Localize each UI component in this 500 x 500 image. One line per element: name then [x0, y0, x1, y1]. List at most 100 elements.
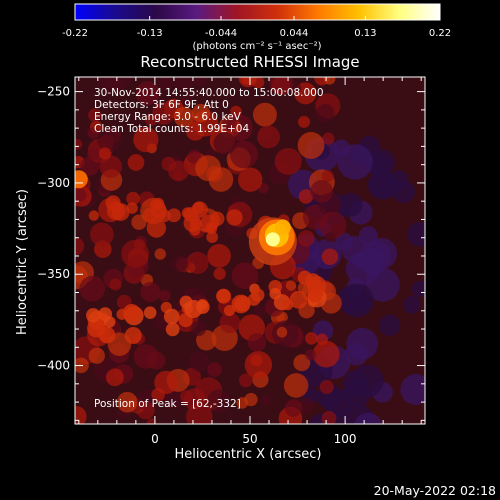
- heatmap-blob: [150, 199, 161, 210]
- colorbar-tick-label: 0.22: [429, 28, 451, 39]
- heatmap-blob: [72, 139, 83, 150]
- heatmap-blob: [392, 180, 415, 203]
- heatmap-blob: [320, 380, 334, 394]
- annotation-detectors: Detectors: 3F 6F 9F, Att 0: [94, 99, 229, 111]
- heatmap-blob: [89, 348, 105, 364]
- heatmap-blob: [189, 351, 209, 371]
- heatmap-blob: [90, 223, 114, 247]
- colorbar-tick-label: -0.13: [137, 28, 163, 39]
- colorbar: -0.22 -0.13 -0.044 0.044 0.13 0.22 (photons c…: [62, 4, 451, 52]
- heatmap-blob: [354, 413, 383, 442]
- heatmap-blob: [407, 222, 432, 247]
- heatmap-blob: [325, 232, 335, 242]
- heatmap-blob: [290, 291, 308, 309]
- heatmap-blob: [266, 232, 280, 246]
- heatmap-blob: [196, 300, 210, 314]
- heatmap-blob: [217, 289, 231, 303]
- heatmap-blob: [298, 132, 325, 159]
- heatmap-blob: [194, 74, 207, 87]
- heatmap-blob: [140, 282, 160, 302]
- heatmap-blob: [340, 283, 374, 317]
- colorbar-strip: [75, 4, 440, 20]
- heatmap-blob: [346, 328, 378, 360]
- chart-title: Reconstructed RHESSI Image: [140, 53, 359, 71]
- annotation-time-range: 30-Nov-2014 14:55:40.000 to 15:00:08.000: [94, 87, 324, 99]
- heatmap-blob: [275, 219, 291, 235]
- heatmap-blob: [346, 252, 380, 286]
- heatmap-blob: [207, 244, 231, 268]
- heatmap-blob: [104, 316, 116, 328]
- annotation-clean-counts: Clean Total counts: 1.99E+04: [94, 123, 249, 135]
- heatmap-blob: [285, 399, 302, 416]
- heatmap-blob: [298, 116, 310, 128]
- heatmap-blob: [167, 208, 181, 222]
- heatmap-blob: [168, 161, 189, 182]
- heatmap-blob: [368, 170, 398, 200]
- heatmap-blob: [79, 276, 105, 302]
- heatmap-blob: [339, 193, 363, 217]
- heatmap-blob: [195, 155, 221, 181]
- heatmap-blob: [70, 170, 88, 188]
- heatmap-blob: [159, 290, 171, 302]
- heatmap-blob: [253, 103, 277, 127]
- heatmap-blob: [379, 315, 400, 336]
- heatmap-blob: [239, 69, 258, 88]
- heatmap-blob: [226, 209, 242, 225]
- heatmap-blob: [134, 344, 159, 369]
- heatmap-blob: [257, 125, 280, 148]
- heatmap-blob: [275, 148, 302, 175]
- heatmap-blob: [107, 202, 125, 220]
- heatmap-blob: [284, 373, 309, 398]
- x-axis-label: Heliocentric X (arcsec): [175, 447, 322, 462]
- colorbar-units: (photons cm⁻² s⁻¹ asec⁻²): [192, 41, 321, 52]
- heatmap-blob: [403, 296, 421, 314]
- colorbar-tick-label: 0.044: [280, 28, 309, 39]
- heatmap-blob: [250, 354, 262, 366]
- heatmap-blob: [313, 341, 340, 368]
- heatmap-blob: [109, 279, 121, 291]
- heatmap-blob: [305, 332, 318, 345]
- heatmap-blob: [87, 148, 100, 161]
- heatmap-blob: [260, 395, 271, 406]
- heatmap-blob: [128, 154, 145, 171]
- heatmap-blob: [308, 288, 323, 303]
- heatmap-blob: [333, 139, 350, 156]
- colorbar-tick-label: 0.13: [354, 28, 376, 39]
- heatmap-blob: [89, 210, 99, 220]
- heatmap-blob: [190, 225, 201, 236]
- heatmap-blob: [254, 305, 265, 316]
- heatmap-blob: [164, 309, 180, 325]
- heatmap-blob: [324, 73, 336, 85]
- colorbar-tick-label: -0.22: [62, 28, 88, 39]
- heatmap-blob: [99, 327, 116, 344]
- heatmap-blob: [191, 321, 206, 336]
- heatmap-blob: [322, 248, 339, 265]
- heatmap-blob: [269, 288, 281, 300]
- heatmap-blob: [351, 364, 384, 397]
- heatmap-blob: [126, 202, 137, 213]
- heatmap-blob: [210, 211, 224, 225]
- heatmap-blob: [144, 306, 157, 319]
- heatmap-blob: [298, 230, 315, 247]
- heatmap-blob: [305, 349, 316, 360]
- colorbar-tick-label: -0.044: [205, 28, 237, 39]
- heatmap-blob: [412, 281, 429, 298]
- heatmap-blob: [214, 132, 237, 155]
- annotation-energy-range: Energy Range: 3.0 - 6.0 keV: [94, 111, 242, 123]
- heatmap-blob: [155, 248, 166, 259]
- heatmap-blob: [316, 104, 335, 123]
- heatmap-blob: [86, 308, 100, 322]
- heatmap-blob: [248, 333, 267, 352]
- heatmap-blob: [214, 268, 226, 280]
- heatmap-blob: [172, 255, 189, 272]
- y-tick-label: −300: [37, 176, 70, 190]
- heatmap-blob: [180, 296, 193, 309]
- heatmap-blob: [316, 334, 328, 346]
- x-tick-label: 50: [242, 432, 257, 446]
- y-tick-label: −350: [37, 267, 70, 281]
- heatmap-blob: [121, 240, 149, 268]
- heatmap-blob: [298, 271, 312, 285]
- y-tick-label: −400: [37, 359, 70, 373]
- heatmap-blob: [277, 327, 288, 338]
